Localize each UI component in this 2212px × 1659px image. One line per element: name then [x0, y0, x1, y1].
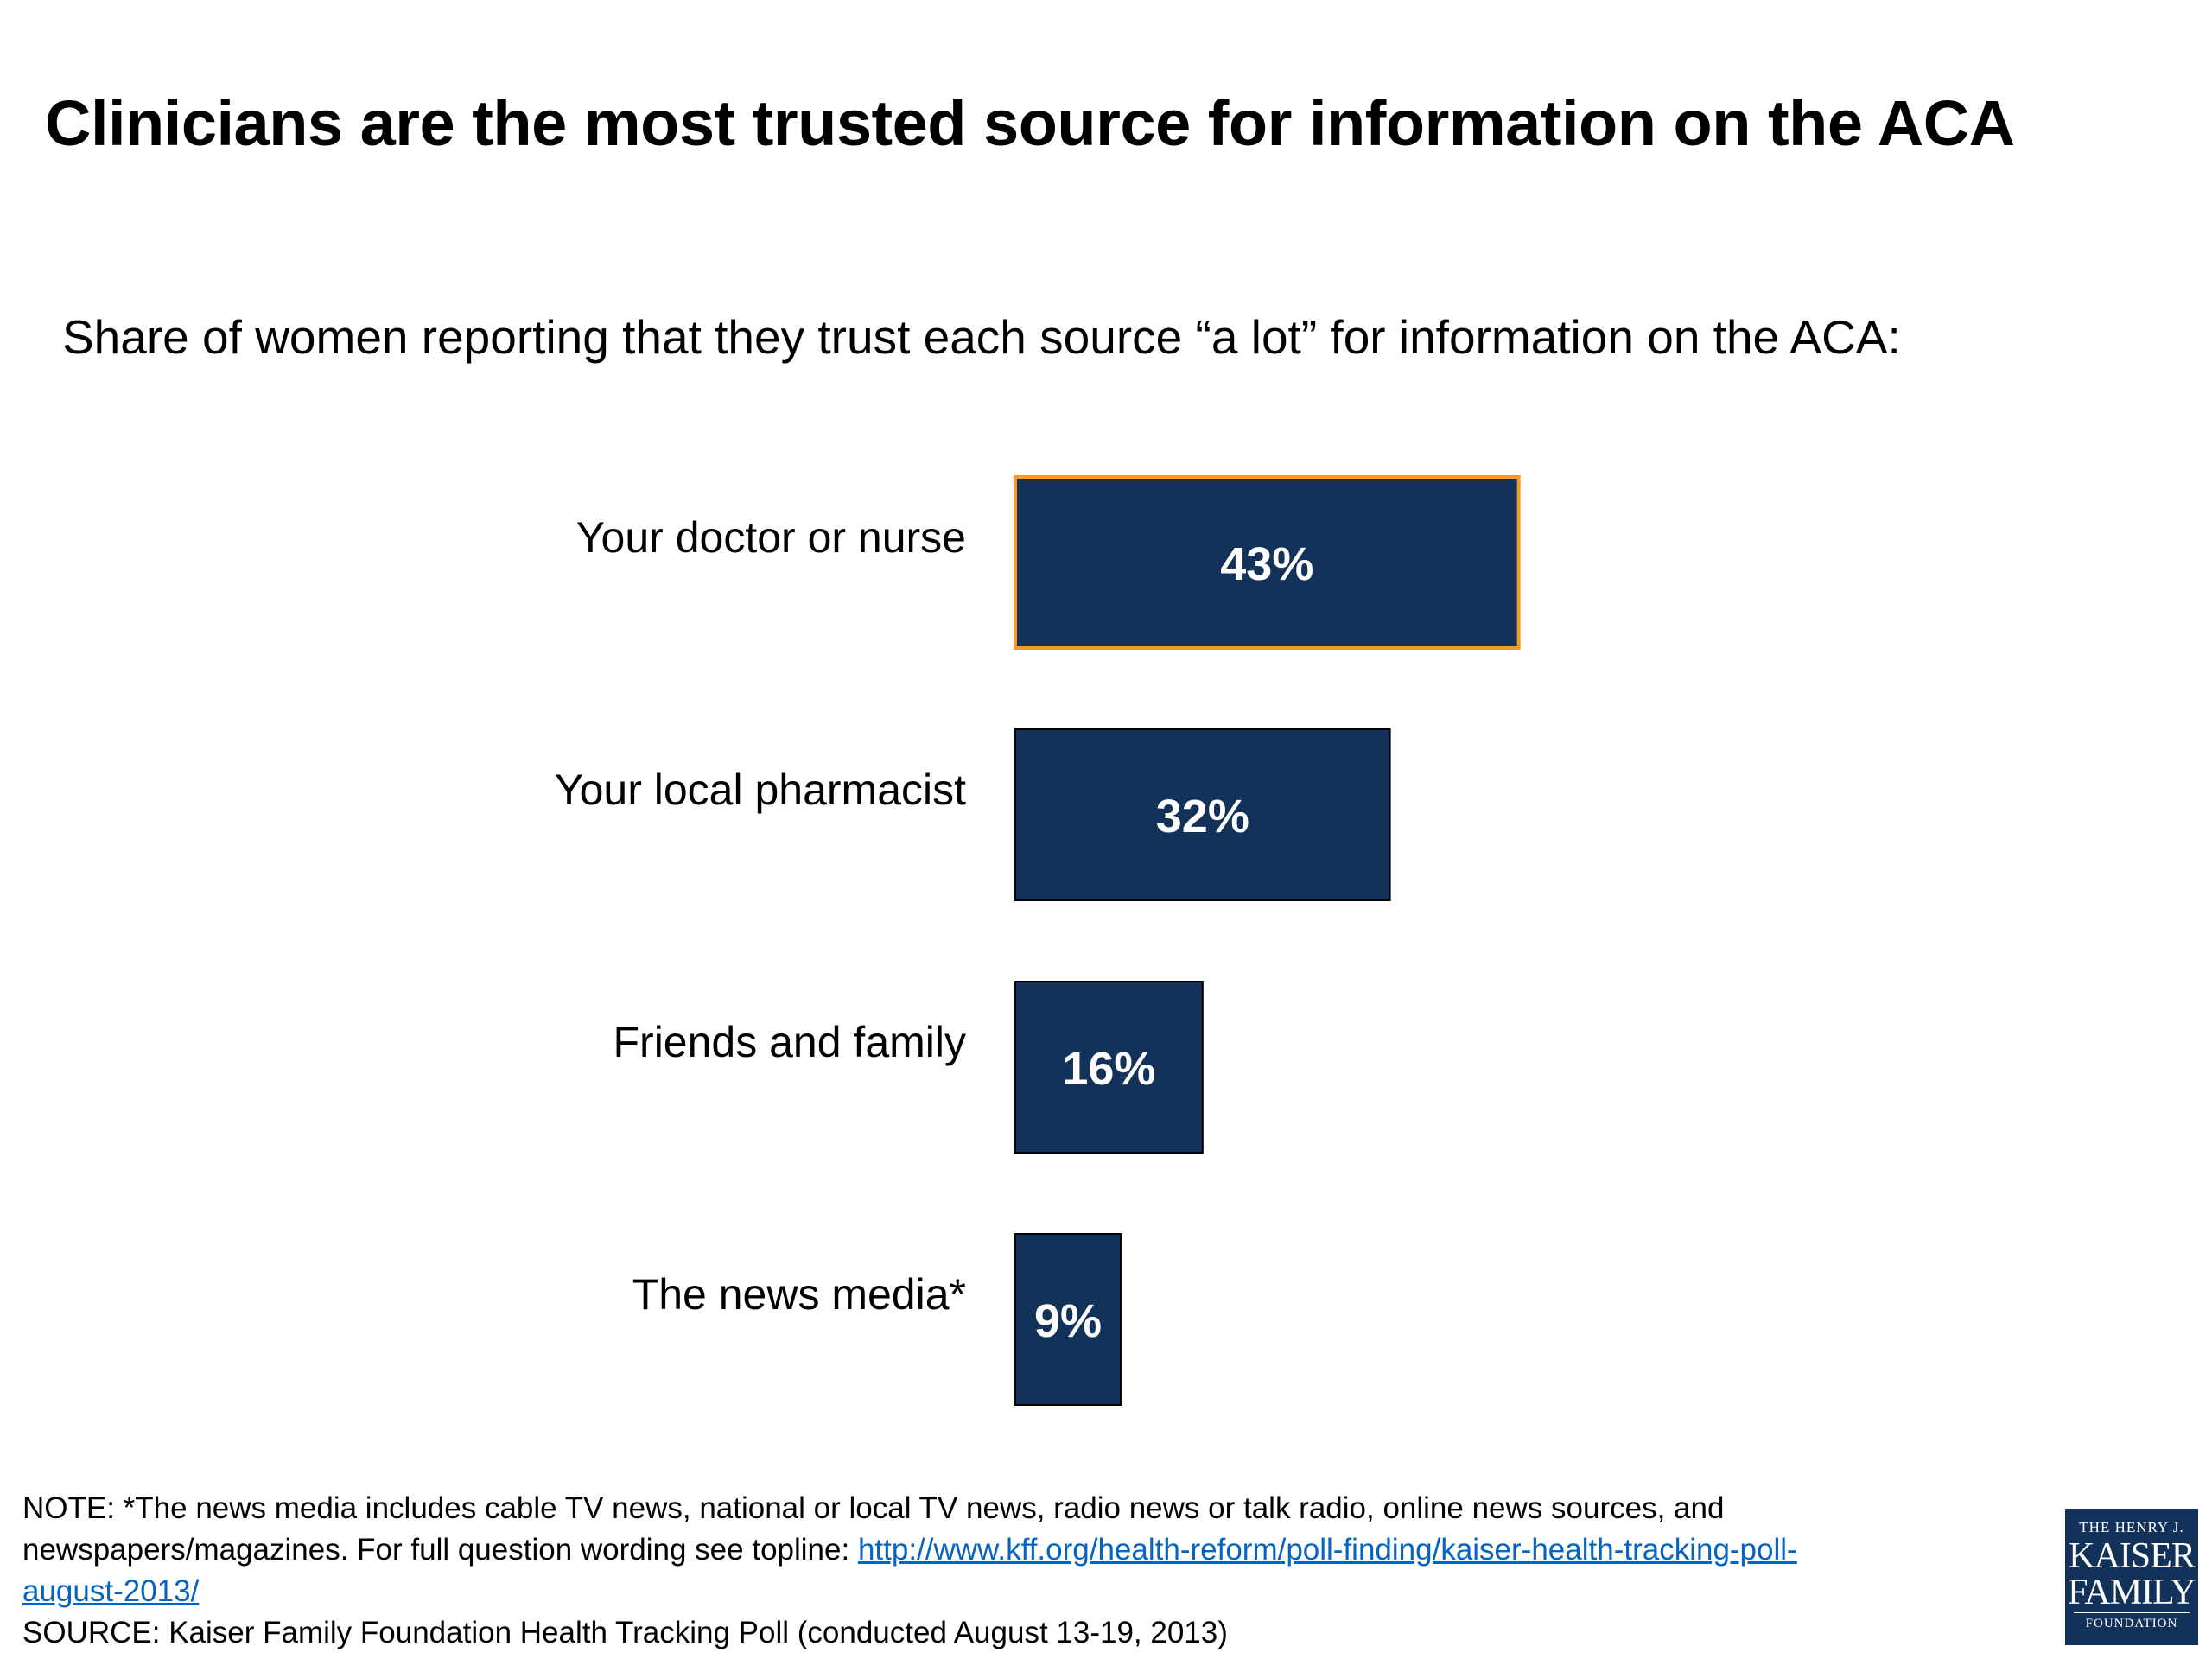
logo-line-3: FAMILY	[2068, 1573, 2196, 1612]
bar-friends-and-family	[1014, 981, 1204, 1154]
value-label-your-local-pharmacist: 32%	[1156, 791, 1249, 842]
bar-the-news-media	[1014, 1233, 1122, 1406]
note-line-3: august-2013/	[22, 1571, 1967, 1612]
note-line-2-text: newspapers/magazines. For full question …	[22, 1533, 858, 1567]
category-label-friends-and-family: Friends and family	[613, 1018, 967, 1066]
topline-link-continued[interactable]: august-2013/	[22, 1574, 200, 1608]
logo-line-1: THE HENRY J.	[2079, 1519, 2184, 1535]
value-label-the-news-media: 9%	[1034, 1295, 1102, 1347]
value-label-friends-and-family: 16%	[1062, 1043, 1155, 1095]
topline-link[interactable]: http://www.kff.org/health-reform/poll-fi…	[857, 1533, 1797, 1567]
logo-line-4: FOUNDATION	[2074, 1612, 2190, 1634]
value-label-your-doctor-or-nurse: 43%	[1220, 538, 1313, 590]
category-label-the-news-media: The news media*	[632, 1270, 966, 1319]
chart-title: Clinicians are the most trusted source f…	[45, 87, 2015, 159]
footnote: NOTE: *The news media includes cable TV …	[22, 1488, 1967, 1654]
bar-your-local-pharmacist	[1014, 728, 1391, 901]
logo-line-2: KAISER	[2069, 1536, 2196, 1576]
kff-logo: THE HENRY J. KAISER FAMILY FOUNDATION	[2065, 1509, 2198, 1645]
category-label-your-local-pharmacist: Your local pharmacist	[555, 766, 966, 814]
note-line-1: NOTE: *The news media includes cable TV …	[22, 1491, 1725, 1525]
category-label-your-doctor-or-nurse: Your doctor or nurse	[576, 513, 966, 562]
source-line: SOURCE: Kaiser Family Foundation Health …	[22, 1616, 1228, 1649]
note-line-2: newspapers/magazines. For full question …	[22, 1529, 1967, 1571]
chart-subtitle: Share of women reporting that they trust…	[62, 310, 1901, 364]
bar-your-doctor-or-nurse	[1014, 475, 1521, 650]
